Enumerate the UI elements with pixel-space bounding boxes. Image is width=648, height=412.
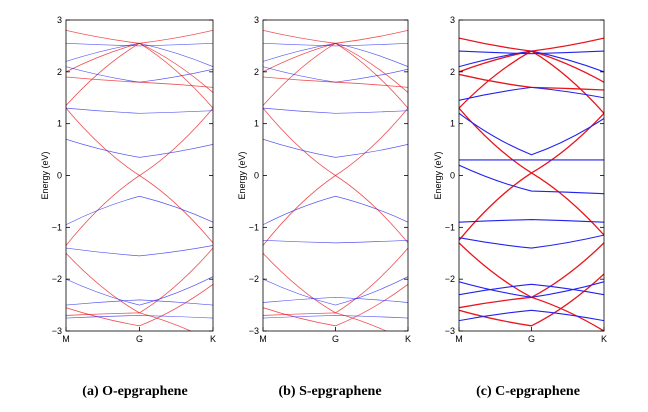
band-blue-6 — [66, 276, 213, 306]
x-tick-label: K — [601, 334, 607, 344]
caption-a: (a) O-epgraphene — [82, 384, 188, 399]
band-blue-3 — [66, 138, 213, 158]
band-red-2 — [459, 107, 604, 174]
band-red-6 — [459, 50, 604, 83]
band-blue-0 — [66, 42, 213, 47]
band-red-0 — [66, 29, 213, 44]
x-tick-label: G — [136, 334, 143, 344]
y-tick-label: 2 — [450, 67, 455, 77]
x-tick-label: M — [62, 334, 70, 344]
y-tick-label: 2 — [57, 67, 62, 77]
band-blue-9 — [263, 66, 408, 83]
y-tick-label: −2 — [249, 274, 259, 284]
y-tick-label: −2 — [445, 274, 455, 284]
band-blue-8 — [459, 281, 604, 298]
band-blue-8 — [263, 315, 408, 319]
band-blue-8 — [66, 315, 213, 319]
band-red-8 — [66, 284, 213, 327]
band-red-3 — [263, 175, 408, 246]
y-tick-label: 0 — [450, 171, 455, 181]
x-tick-label: G — [528, 334, 535, 344]
band-blue-9 — [66, 66, 213, 83]
y-tick-label: −3 — [445, 326, 455, 336]
band-blue-4 — [263, 195, 408, 226]
x-tick-label: M — [259, 334, 267, 344]
band-blue-0 — [263, 42, 408, 47]
y-tick-label: 2 — [254, 67, 259, 77]
band-red-0 — [459, 37, 604, 52]
band-blue-5 — [66, 245, 213, 257]
y-tick-label: 3 — [57, 15, 62, 25]
band-blue-4 — [66, 195, 213, 226]
band-red-2 — [66, 107, 213, 176]
y-tick-label: −1 — [445, 222, 455, 232]
band-blue-5 — [263, 239, 408, 244]
y-tick-label: 0 — [254, 171, 259, 181]
band-red-4 — [459, 242, 604, 299]
band-blue-6 — [263, 276, 408, 306]
y-axis-label: Energy (eV) — [40, 151, 50, 199]
band-blue-3 — [263, 138, 408, 158]
x-tick-label: G — [332, 334, 339, 344]
panel-0: 3 2 1 0 −1 −2 −3M G K Energy (eV) — [40, 15, 216, 344]
y-tick-label: −2 — [52, 274, 62, 284]
band-blue-1 — [459, 50, 604, 73]
band-blue-5 — [459, 164, 604, 195]
y-tick-label: 3 — [450, 15, 455, 25]
band-red-4 — [263, 247, 408, 314]
band-blue-2 — [66, 107, 213, 114]
y-tick-label: 1 — [57, 119, 62, 129]
band-blue-3 — [459, 112, 604, 156]
caption-b: (b) S-epgraphene — [278, 384, 382, 399]
band-blue-1 — [263, 42, 408, 67]
y-tick-label: 0 — [57, 171, 62, 181]
band-red-1 — [263, 42, 408, 109]
y-axis-label: Energy (eV) — [433, 151, 443, 199]
panel-2: 3 2 1 0 −1 −2 −3M G K Energy (eV) — [433, 15, 607, 344]
y-tick-label: 1 — [254, 119, 259, 129]
x-tick-label: M — [455, 334, 463, 344]
band-red-8 — [263, 284, 408, 327]
band-blue-9 — [459, 283, 604, 296]
panel-1: 3 2 1 0 −1 −2 −3M G K Energy (eV) — [237, 15, 411, 344]
x-tick-label: K — [405, 334, 411, 344]
band-red-3 — [66, 175, 213, 246]
caption-c: (c) C-epgraphene — [476, 384, 580, 399]
band-red-1 — [459, 50, 604, 114]
band-red-1 — [66, 42, 213, 109]
y-tick-label: −3 — [249, 326, 259, 336]
y-tick-label: 3 — [254, 15, 259, 25]
band-blue-0 — [459, 50, 604, 55]
band-blue-7 — [263, 296, 408, 303]
band-blue-7 — [459, 234, 604, 249]
band-blue-6 — [459, 219, 604, 223]
y-tick-label: 1 — [450, 119, 455, 129]
band-blue-7 — [66, 299, 213, 306]
y-tick-label: −3 — [52, 326, 62, 336]
band-red-2 — [263, 107, 408, 176]
y-axis-label: Energy (eV) — [237, 151, 247, 199]
band-red-3 — [459, 172, 604, 241]
band-red-0 — [263, 29, 408, 44]
band-blue-10 — [459, 309, 604, 322]
band-blue-2 — [459, 86, 604, 101]
band-blue-1 — [66, 42, 213, 67]
y-tick-label: −1 — [52, 222, 62, 232]
y-tick-label: −1 — [249, 222, 259, 232]
x-tick-label: K — [210, 334, 216, 344]
band-blue-2 — [263, 107, 408, 114]
